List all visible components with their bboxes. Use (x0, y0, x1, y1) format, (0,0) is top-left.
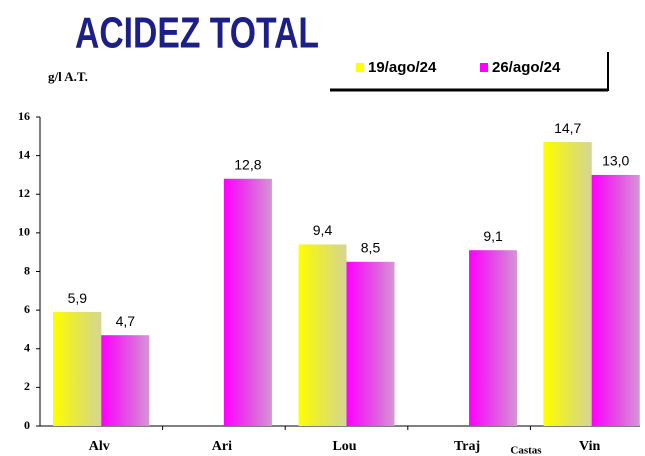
y-tick-label: 4 (24, 341, 30, 355)
y-tick-label: 8 (24, 263, 30, 277)
y-tick-label: 0 (24, 418, 30, 432)
x-axis-label: Castas (510, 445, 542, 456)
x-tick-label: Ari (212, 439, 232, 454)
legend-swatch (480, 63, 488, 72)
y-axis-label: g/l A.T. (48, 69, 88, 84)
bar (101, 335, 150, 426)
value-label: 8,5 (361, 240, 381, 256)
bar (469, 250, 518, 426)
value-label: 13,0 (602, 153, 629, 169)
chart-title: ACIDEZ TOTAL (75, 9, 319, 58)
y-tick-label: 14 (18, 147, 30, 161)
x-tick-label: Traj (454, 439, 480, 454)
value-label: 9,4 (313, 222, 333, 238)
value-label: 12,8 (234, 157, 261, 173)
bar (346, 261, 395, 426)
legend-label: 19/ago/24 (368, 59, 437, 76)
y-tick-label: 6 (24, 302, 30, 316)
legend-label: 26/ago/24 (492, 59, 561, 76)
bar (53, 312, 102, 426)
y-tick-label: 10 (18, 225, 30, 239)
value-label: 5,9 (68, 290, 88, 306)
y-tick-label: 12 (18, 186, 30, 200)
value-label: 9,1 (483, 228, 503, 244)
y-tick-label: 16 (18, 109, 30, 123)
legend-swatch (356, 63, 364, 72)
bar (591, 174, 640, 426)
y-tick-label: 2 (24, 379, 30, 393)
x-tick-label: Lou (332, 439, 356, 454)
x-tick-label: Alv (89, 439, 110, 454)
x-tick-label: Vin (579, 439, 600, 454)
value-label: 14,7 (554, 120, 581, 136)
bar (543, 142, 592, 426)
bar (298, 244, 347, 426)
bar (223, 178, 272, 426)
value-label: 4,7 (116, 313, 136, 329)
